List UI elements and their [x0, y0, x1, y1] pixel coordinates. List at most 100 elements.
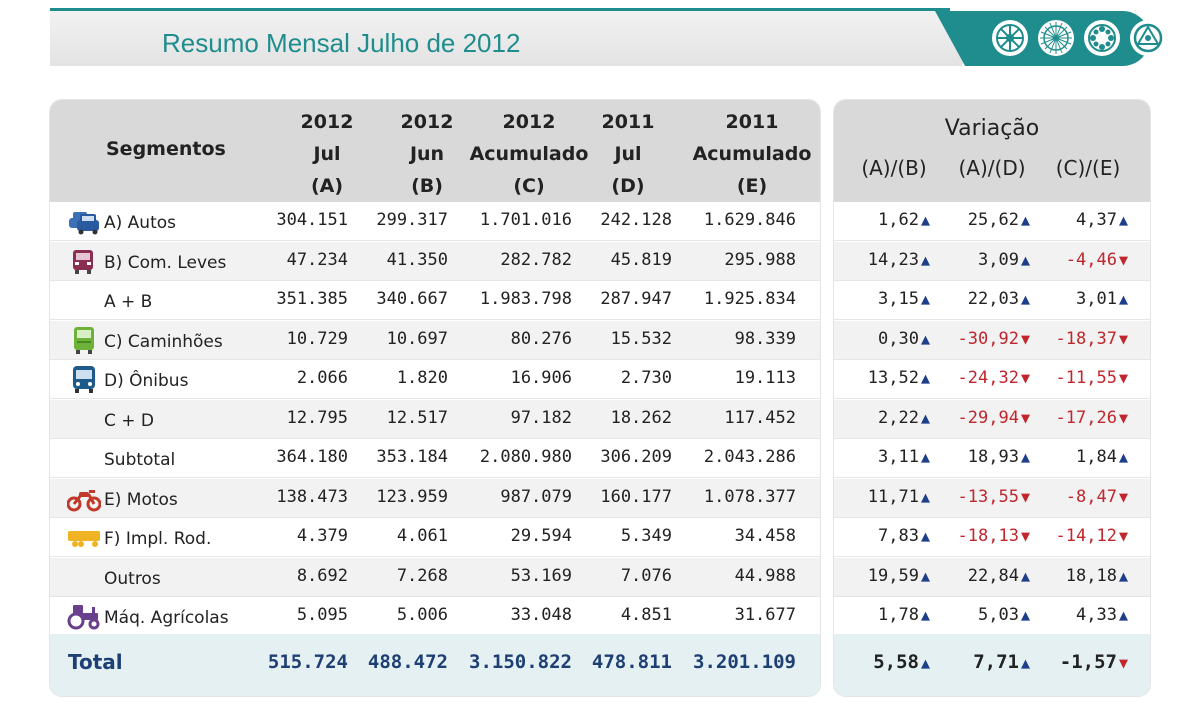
wheel-icon	[992, 20, 1028, 56]
segment-label: B) Com. Leves	[104, 252, 227, 273]
cell-value: 18.262	[610, 407, 672, 428]
variation-value: -18,13 ▼	[958, 526, 1030, 546]
wheel-icon	[1130, 20, 1166, 56]
variation-value: 7,83 ▲	[878, 526, 930, 546]
segment-label: C + D	[104, 410, 155, 431]
variation-value: 22,84 ▲	[968, 566, 1030, 586]
total-variation-value: 5,58 ▲	[873, 651, 930, 673]
variation-number: 2,22	[878, 407, 919, 428]
header-banner: Resumo Mensal Julho de 2012	[50, 8, 1166, 66]
arrow-down-icon: ▼	[1118, 408, 1128, 427]
variation-number: 3,15	[878, 289, 919, 309]
cell-value: 1.820	[396, 368, 448, 388]
cell-value: 340.667	[376, 289, 448, 309]
variation-value: -11,55 ▼	[1056, 368, 1128, 388]
variation-value: -17,26 ▼	[1056, 408, 1128, 428]
variation-number: -1,57	[1059, 651, 1117, 673]
variation-value: 22,03 ▲	[968, 289, 1030, 309]
variation-value: 5,03 ▲	[978, 605, 1030, 625]
arrow-down-icon: ▼	[1118, 487, 1128, 506]
variation-value: 11,71 ▲	[868, 487, 930, 507]
arrow-down-icon: ▼	[1020, 329, 1030, 348]
truck-icon	[67, 325, 101, 355]
arrow-down-icon: ▼	[1118, 369, 1128, 387]
cell-value: 4.061	[396, 526, 448, 546]
trailer-icon	[67, 522, 101, 552]
cell-value: 80.276	[510, 328, 572, 349]
variation-row: 2,22 ▲ -29,94 ▼ -17,26 ▼	[834, 399, 1150, 439]
variation-number: 11,71	[867, 486, 919, 507]
column-header: 2012 Jun (B)	[372, 106, 482, 202]
cell-value: 138.473	[276, 486, 348, 507]
variation-number: 7,71	[973, 651, 1019, 673]
variation-value: 3,15 ▲	[878, 289, 930, 309]
header-code: (E)	[736, 175, 768, 197]
cell-value: 2.043.286	[703, 447, 796, 467]
variation-value: -18,37 ▼	[1056, 329, 1128, 349]
variation-row: 0,30 ▲ -30,92 ▼ -18,37 ▼	[834, 320, 1150, 360]
table-row: B) Com. Leves 47.234 41.350 282.782 45.819 29…	[50, 241, 820, 281]
cell-value: 123.959	[376, 486, 448, 507]
variation-value: -14,12 ▼	[1056, 526, 1128, 546]
arrow-up-icon: ▲	[920, 566, 930, 585]
header-year: 2012	[300, 111, 354, 133]
cell-value: 19.113	[734, 368, 796, 388]
total-value: 3.201.109	[693, 651, 796, 673]
cell-value: 7.268	[396, 565, 448, 586]
arrow-up-icon: ▲	[1020, 250, 1030, 269]
banner-bar	[50, 11, 990, 66]
header-code: (B)	[411, 175, 443, 197]
variation-row: 1,62 ▲ 25,62 ▲ 4,37 ▲	[834, 202, 1150, 241]
variation-number: -24,32	[957, 368, 1019, 388]
segment-label: F) Impl. Rod.	[104, 529, 212, 549]
variation-number: 13,52	[867, 368, 919, 388]
cell-value: 10.697	[386, 328, 448, 349]
cell-value: 1.701.016	[479, 210, 572, 230]
variation-row: 3,15 ▲ 22,03 ▲ 3,01 ▲	[834, 281, 1150, 320]
variation-value: 1,84 ▲	[1076, 447, 1128, 467]
cell-value: 1.629.846	[703, 210, 796, 230]
arrow-down-icon: ▼	[1020, 487, 1030, 506]
variation-value: -13,55 ▼	[958, 487, 1030, 507]
variation-value: 3,01 ▲	[1076, 289, 1128, 309]
car-icon	[67, 206, 101, 236]
arrow-down-icon: ▼	[1020, 369, 1030, 387]
variation-number: 18,18	[1065, 565, 1117, 586]
header-period: Jul	[313, 143, 341, 165]
total-variation-value: 7,71 ▲	[973, 651, 1030, 673]
variation-value: 25,62 ▲	[968, 210, 1030, 230]
cell-value: 287.947	[600, 289, 672, 309]
cell-value: 10.729	[286, 328, 348, 349]
cell-value: 353.184	[376, 447, 448, 467]
arrow-up-icon: ▲	[1118, 211, 1128, 229]
arrow-up-icon: ▲	[1020, 290, 1030, 308]
arrow-up-icon: ▲	[1118, 290, 1128, 308]
variation-value: -30,92 ▼	[958, 329, 1030, 349]
tractor-icon	[67, 601, 101, 631]
arrow-up-icon: ▲	[920, 527, 930, 545]
variation-value: 18,93 ▲	[968, 447, 1030, 467]
cell-value: 5.095	[296, 605, 348, 625]
variation-number: -14,12	[1055, 526, 1117, 546]
arrow-down-icon: ▼	[1118, 527, 1128, 545]
variation-column-header: (A)/(D)	[958, 156, 1026, 180]
variation-value: -29,94 ▼	[958, 408, 1030, 428]
arrow-up-icon: ▲	[1118, 606, 1128, 624]
column-header: 2011 Jul (D)	[570, 106, 686, 202]
variation-number: -18,13	[957, 526, 1019, 546]
arrow-down-icon: ▼	[1020, 527, 1030, 545]
cell-value: 5.006	[396, 605, 448, 625]
variation-number: 1,62	[878, 210, 919, 230]
arrow-up-icon: ▲	[920, 654, 930, 672]
variation-total-row: 5,58 ▲ 7,71 ▲ -1,57 ▼	[834, 634, 1150, 696]
segment-label: Máq. Agrícolas	[104, 608, 229, 628]
cell-value: 364.180	[276, 447, 348, 467]
variation-number: 25,62	[967, 210, 1019, 230]
table-row: A + B 351.385 340.667 1.983.798 287.947 1.925…	[50, 281, 820, 320]
cell-value: 5.349	[620, 526, 672, 546]
table-header: Segmentos 2012 Jul (A) 2012 Jun (B) 2012…	[50, 100, 820, 202]
cell-value: 45.819	[610, 249, 672, 270]
cell-value: 2.080.980	[479, 447, 572, 467]
variation-value: 0,30 ▲	[878, 329, 930, 349]
variation-value: 13,52 ▲	[868, 368, 930, 388]
